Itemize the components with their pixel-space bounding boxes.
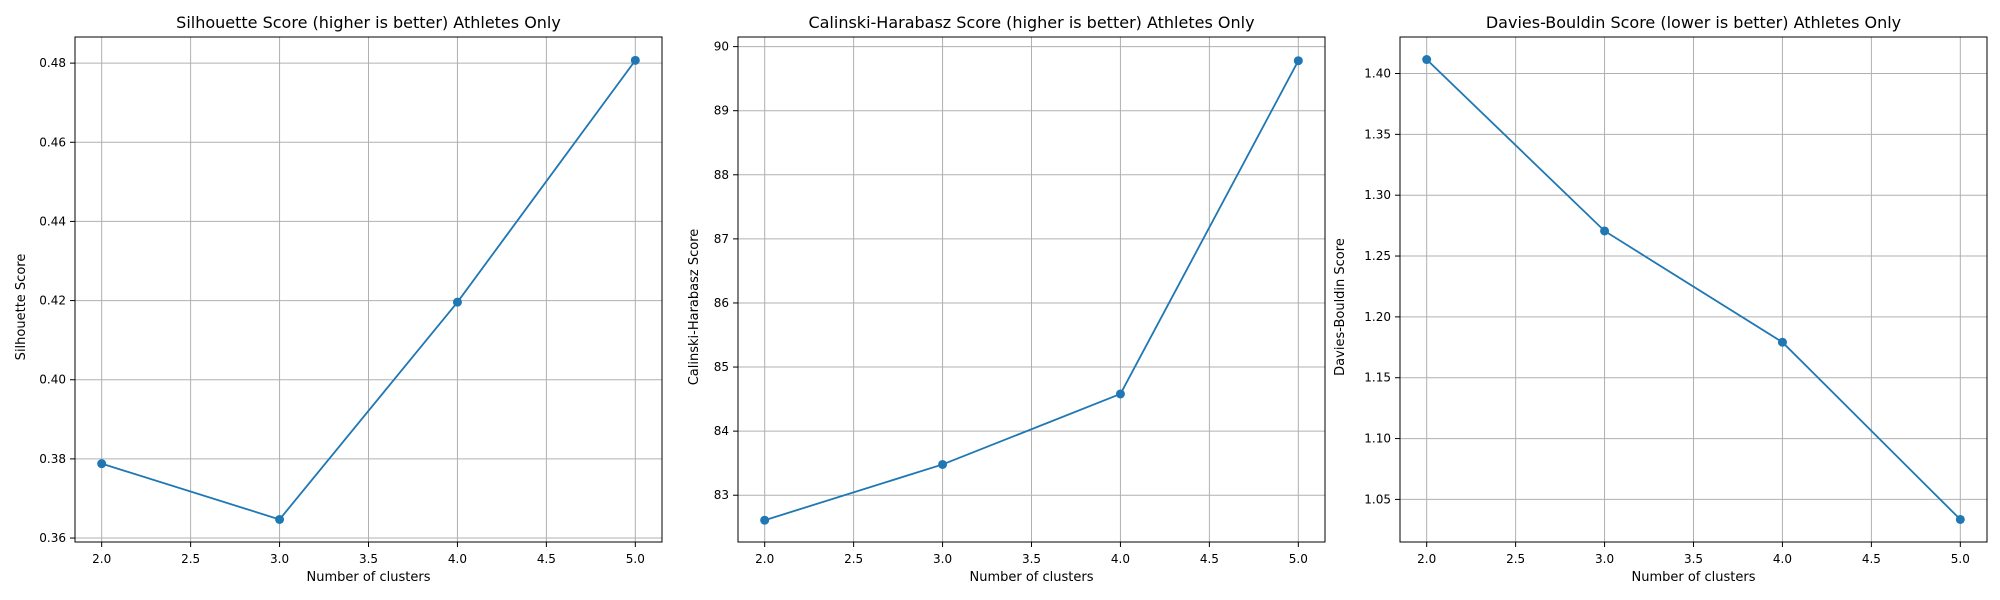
x-tick-label: 4.0 bbox=[1111, 552, 1130, 566]
x-tick-label: 2.0 bbox=[1417, 552, 1436, 566]
chart-title: Davies-Bouldin Score (lower is better) A… bbox=[1486, 13, 1901, 32]
y-tick-label: 0.40 bbox=[39, 373, 66, 387]
x-tick-label: 3.0 bbox=[270, 552, 289, 566]
silhouette-chart: Silhouette Score (higher is better) Athl… bbox=[14, 13, 663, 585]
y-tick-label: 86 bbox=[714, 296, 729, 310]
y-tick-label: 1.40 bbox=[1364, 67, 1391, 81]
x-tick-label: 3.0 bbox=[1595, 552, 1614, 566]
x-tick-label: 5.0 bbox=[626, 552, 645, 566]
x-axis-label: Number of clusters bbox=[306, 570, 430, 585]
series-line bbox=[1426, 58, 1961, 521]
chart-title: Silhouette Score (higher is better) Athl… bbox=[176, 13, 561, 32]
data-point bbox=[275, 514, 285, 524]
y-tick-label: 1.15 bbox=[1364, 371, 1391, 385]
data-point bbox=[452, 297, 462, 307]
y-tick-label: 84 bbox=[714, 424, 729, 438]
y-tick-label: 89 bbox=[714, 104, 729, 118]
y-tick-label: 83 bbox=[714, 488, 729, 502]
x-tick-label: 5.0 bbox=[1289, 552, 1308, 566]
x-tick-label: 2.5 bbox=[844, 552, 863, 566]
x-tick-label: 2.0 bbox=[92, 552, 111, 566]
data-point bbox=[1777, 337, 1787, 347]
x-tick-label: 5.0 bbox=[1951, 552, 1970, 566]
x-tick-label: 3.0 bbox=[933, 552, 952, 566]
y-tick-label: 0.44 bbox=[39, 214, 66, 228]
data-point bbox=[938, 459, 948, 469]
data-point bbox=[1115, 389, 1125, 399]
y-tick-label: 1.05 bbox=[1364, 492, 1391, 506]
data-point bbox=[630, 55, 640, 65]
data-point bbox=[1422, 55, 1432, 65]
y-tick-label: 1.30 bbox=[1364, 188, 1391, 202]
data-point bbox=[760, 515, 770, 525]
x-tick-label: 2.0 bbox=[755, 552, 774, 566]
y-axis-label: Silhouette Score bbox=[14, 254, 29, 361]
y-tick-label: 1.20 bbox=[1364, 310, 1391, 324]
davies-bouldin-chart: Davies-Bouldin Score (lower is better) A… bbox=[1333, 13, 1988, 585]
y-tick-label: 1.10 bbox=[1364, 432, 1391, 446]
x-tick-label: 3.5 bbox=[359, 552, 378, 566]
y-tick-label: 85 bbox=[714, 360, 729, 374]
y-tick-label: 0.36 bbox=[39, 531, 66, 545]
series-line bbox=[101, 59, 637, 521]
y-axis-label: Calinski-Harabasz Score bbox=[687, 229, 702, 386]
x-tick-label: 2.5 bbox=[1506, 552, 1525, 566]
y-tick-label: 0.46 bbox=[39, 135, 66, 149]
data-point bbox=[1600, 226, 1610, 236]
x-tick-label: 4.0 bbox=[1773, 552, 1792, 566]
y-tick-label: 1.25 bbox=[1364, 249, 1391, 263]
data-point bbox=[1293, 56, 1303, 66]
x-tick-label: 4.5 bbox=[1862, 552, 1881, 566]
data-point bbox=[97, 459, 107, 469]
y-tick-label: 1.35 bbox=[1364, 127, 1391, 141]
x-tick-label: 3.5 bbox=[1022, 552, 1041, 566]
y-axis-label: Davies-Bouldin Score bbox=[1333, 238, 1348, 376]
series-line bbox=[764, 60, 1300, 522]
y-tick-label: 0.38 bbox=[39, 452, 66, 466]
x-axis-label: Number of clusters bbox=[1631, 570, 1755, 585]
chart-title: Calinski-Harabasz Score (higher is bette… bbox=[808, 13, 1254, 32]
x-tick-label: 4.5 bbox=[537, 552, 556, 566]
y-tick-label: 0.48 bbox=[39, 56, 66, 70]
x-tick-label: 2.5 bbox=[181, 552, 200, 566]
x-tick-label: 4.5 bbox=[1200, 552, 1219, 566]
y-tick-label: 0.42 bbox=[39, 294, 66, 308]
y-tick-label: 88 bbox=[714, 168, 729, 182]
x-tick-label: 3.5 bbox=[1684, 552, 1703, 566]
y-tick-label: 87 bbox=[714, 232, 729, 246]
x-axis-label: Number of clusters bbox=[969, 570, 1093, 585]
y-tick-label: 90 bbox=[714, 40, 729, 54]
data-point bbox=[1955, 514, 1965, 524]
calinski-harabasz-chart: Calinski-Harabasz Score (higher is bette… bbox=[687, 13, 1326, 585]
x-tick-label: 4.0 bbox=[448, 552, 467, 566]
